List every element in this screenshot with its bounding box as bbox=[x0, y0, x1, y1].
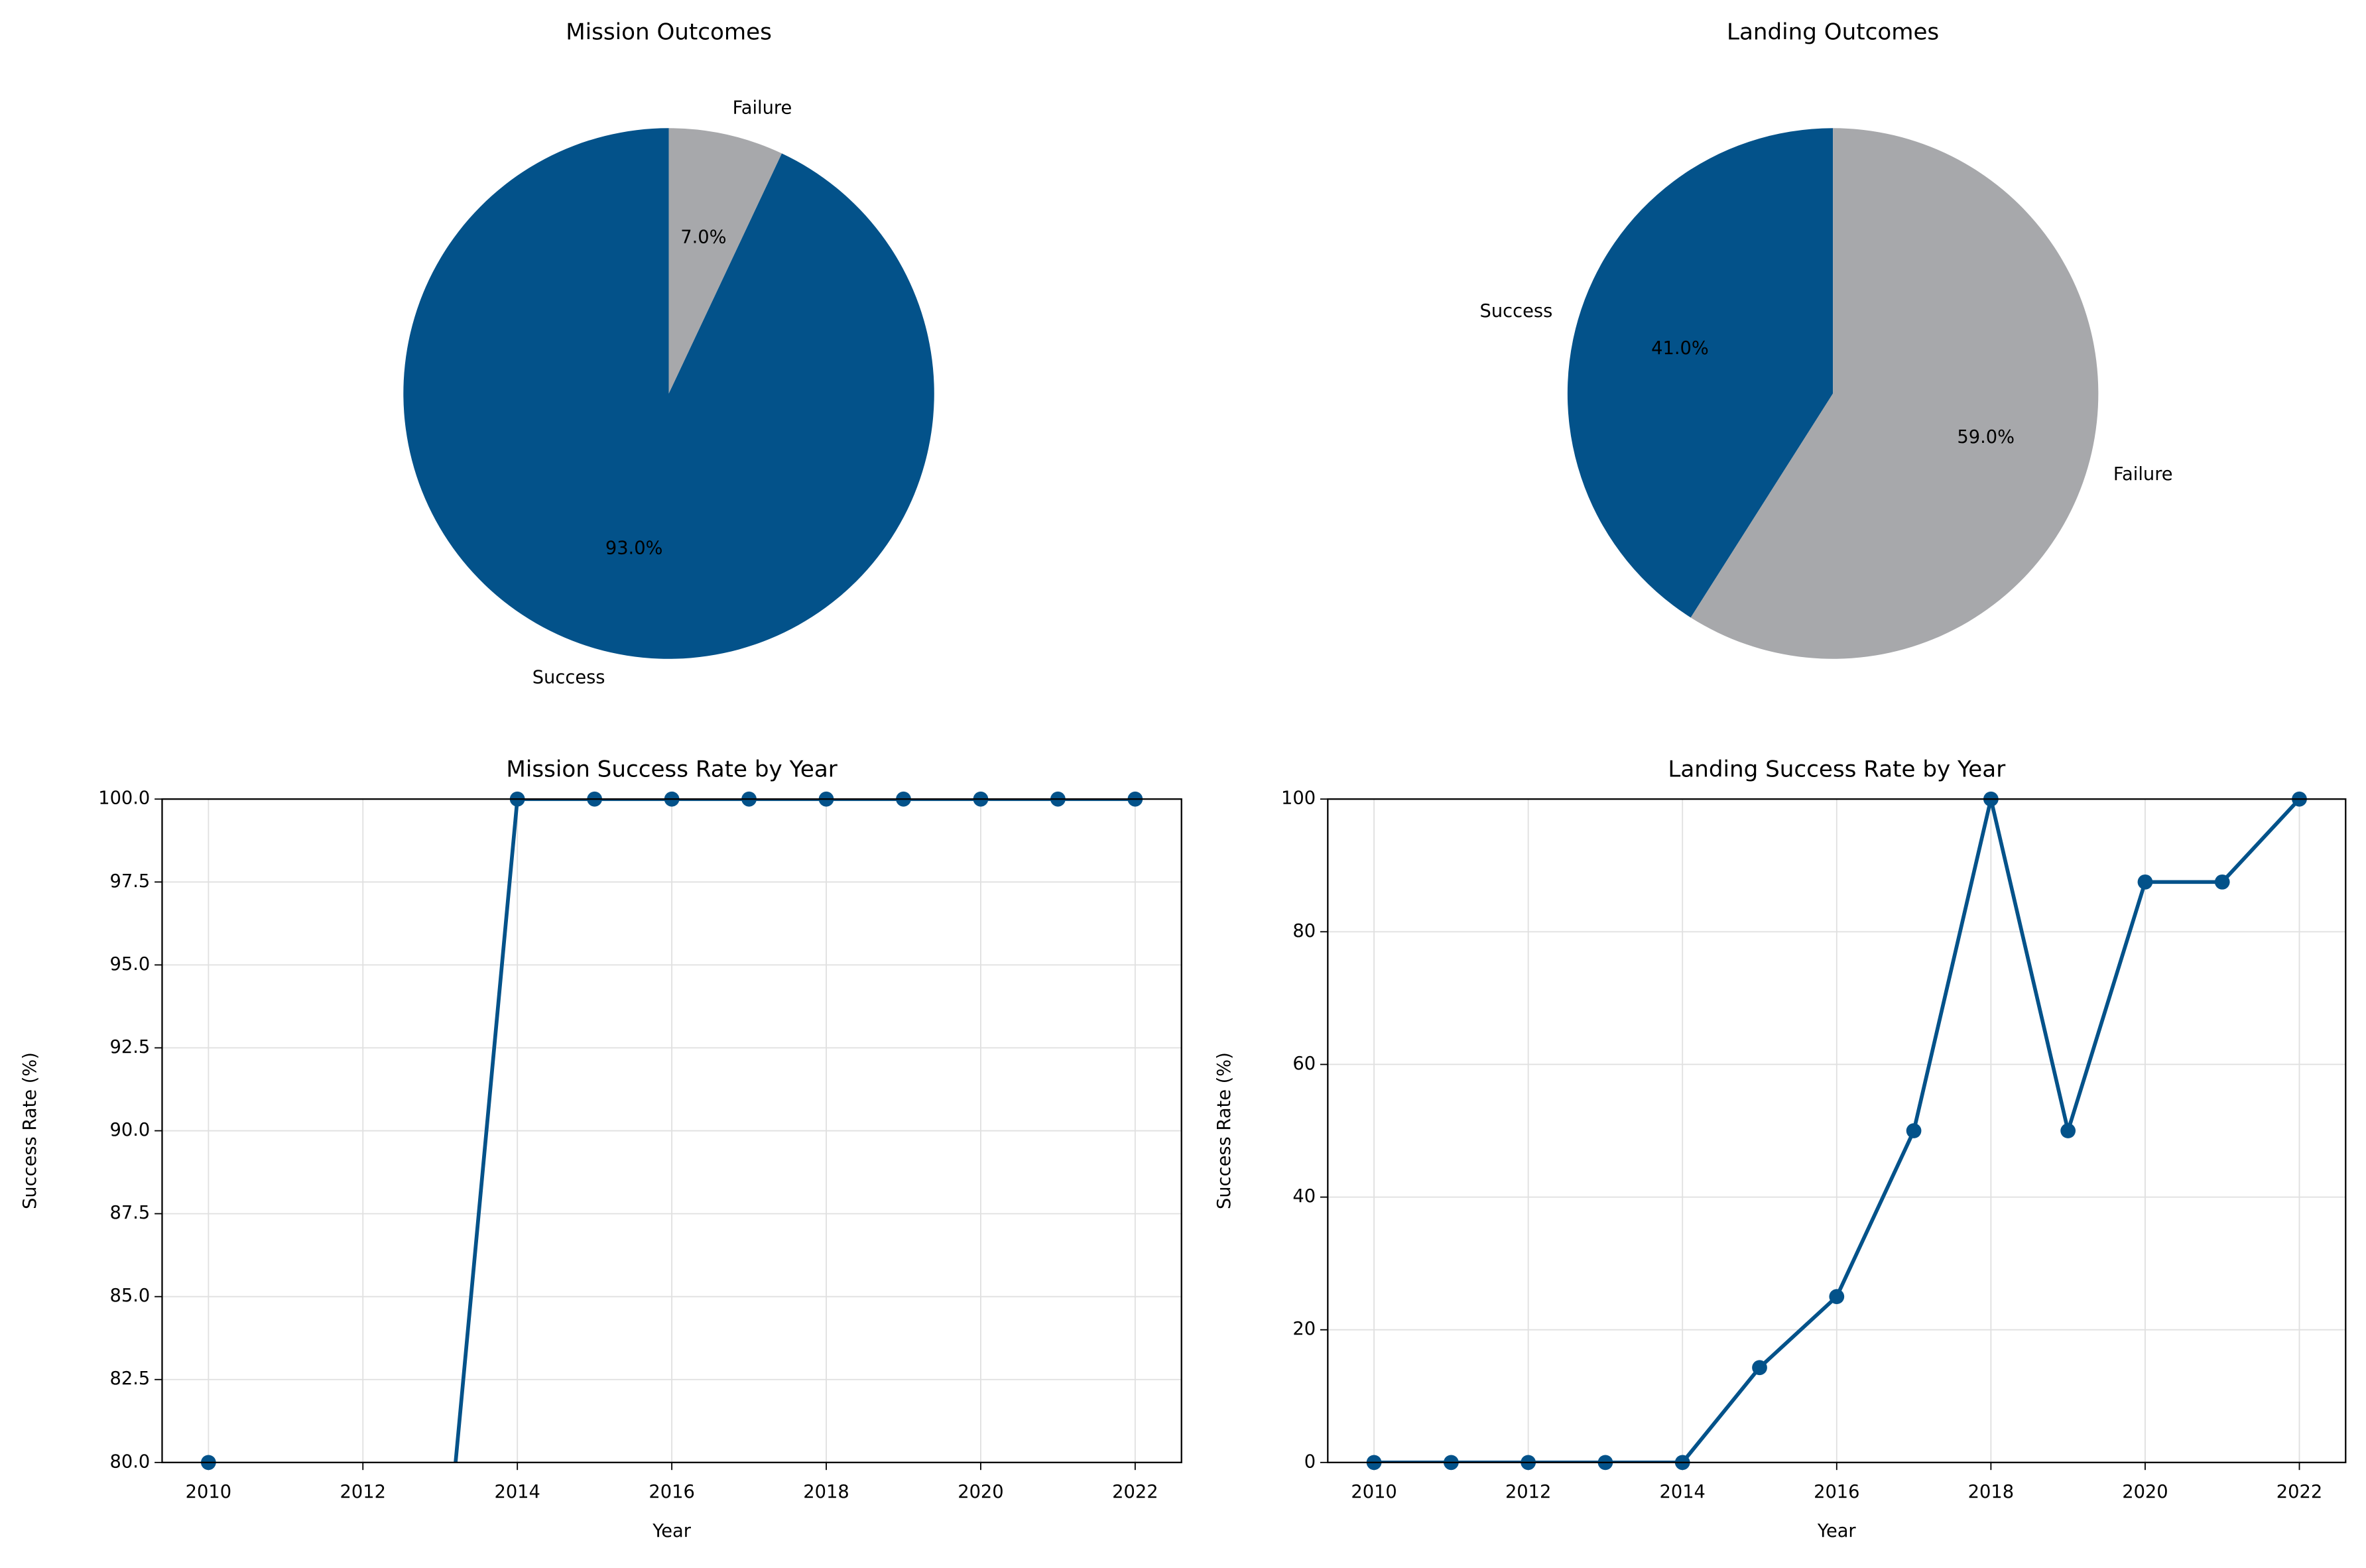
y-tick-label: 92.5 bbox=[110, 1037, 151, 1057]
data-line bbox=[208, 799, 1135, 1463]
y-tick-label: 20 bbox=[1292, 1319, 1316, 1339]
x-tick-label: 2016 bbox=[1814, 1482, 1859, 1502]
data-point bbox=[2214, 874, 2230, 890]
y-tick-label: 80.0 bbox=[110, 1451, 151, 1472]
x-tick-label: 2010 bbox=[186, 1482, 231, 1502]
chart-title: Mission Success Rate by Year bbox=[506, 756, 838, 783]
y-tick-label: 0 bbox=[1304, 1451, 1316, 1472]
chart-title: Mission Outcomes bbox=[566, 19, 772, 46]
slice-percent: 59.0% bbox=[1957, 427, 2015, 448]
x-tick-label: 2020 bbox=[2122, 1482, 2168, 1502]
axes-frame bbox=[1327, 798, 2347, 1463]
y-tick-label: 85.0 bbox=[110, 1286, 151, 1306]
slice-percent: 7.0% bbox=[680, 227, 726, 248]
x-tick-label: 2022 bbox=[1112, 1482, 1158, 1502]
slice-percent: 41.0% bbox=[1651, 338, 1709, 359]
data-point bbox=[1906, 1123, 1922, 1138]
x-tick-label: 2012 bbox=[1505, 1482, 1551, 1502]
chart-title: Landing Success Rate by Year bbox=[1668, 756, 2006, 783]
x-tick-label: 2020 bbox=[958, 1482, 1003, 1502]
y-tick-label: 82.5 bbox=[110, 1368, 151, 1389]
x-tick-label: 2014 bbox=[494, 1482, 540, 1502]
slice-percent: 93.0% bbox=[605, 538, 663, 558]
pie-slice bbox=[1567, 128, 1834, 618]
y-axis-label: Success Rate (%) bbox=[1214, 1052, 1235, 1209]
pie-slice bbox=[668, 128, 782, 394]
y-tick-label: 97.5 bbox=[110, 871, 151, 892]
y-tick-label: 87.5 bbox=[110, 1203, 151, 1223]
y-tick-label: 60 bbox=[1292, 1054, 1316, 1074]
x-tick-label: 2018 bbox=[1968, 1482, 2014, 1502]
x-tick-label: 2018 bbox=[803, 1482, 849, 1502]
data-point bbox=[1752, 1360, 1767, 1376]
pie-slice bbox=[1690, 128, 2099, 659]
x-tick-label: 2022 bbox=[2276, 1482, 2322, 1502]
y-axis-label: Success Rate (%) bbox=[20, 1052, 40, 1209]
slice-label: Success bbox=[1480, 301, 1553, 322]
y-tick-label: 40 bbox=[1292, 1186, 1316, 1207]
y-tick-label: 95.0 bbox=[110, 954, 151, 975]
x-axis-label: Year bbox=[1817, 1521, 1857, 1541]
y-tick-label: 80 bbox=[1292, 921, 1316, 941]
y-tick-label: 90.0 bbox=[110, 1120, 151, 1140]
data-point bbox=[2137, 874, 2153, 890]
y-tick-label: 100.0 bbox=[98, 788, 150, 809]
axes-frame bbox=[161, 798, 1182, 1463]
data-point bbox=[1829, 1289, 1845, 1305]
chart-title: Landing Outcomes bbox=[1727, 19, 1939, 46]
x-tick-label: 2012 bbox=[340, 1482, 386, 1502]
slice-label: Success bbox=[532, 668, 605, 688]
slice-label: Failure bbox=[2113, 464, 2173, 485]
data-point bbox=[2060, 1123, 2076, 1138]
x-axis-label: Year bbox=[652, 1521, 692, 1541]
y-tick-label: 100 bbox=[1281, 788, 1316, 809]
slice-label: Failure bbox=[733, 97, 792, 118]
x-tick-label: 2014 bbox=[1660, 1482, 1706, 1502]
x-tick-label: 2010 bbox=[1351, 1482, 1397, 1502]
x-tick-label: 2016 bbox=[649, 1482, 694, 1502]
